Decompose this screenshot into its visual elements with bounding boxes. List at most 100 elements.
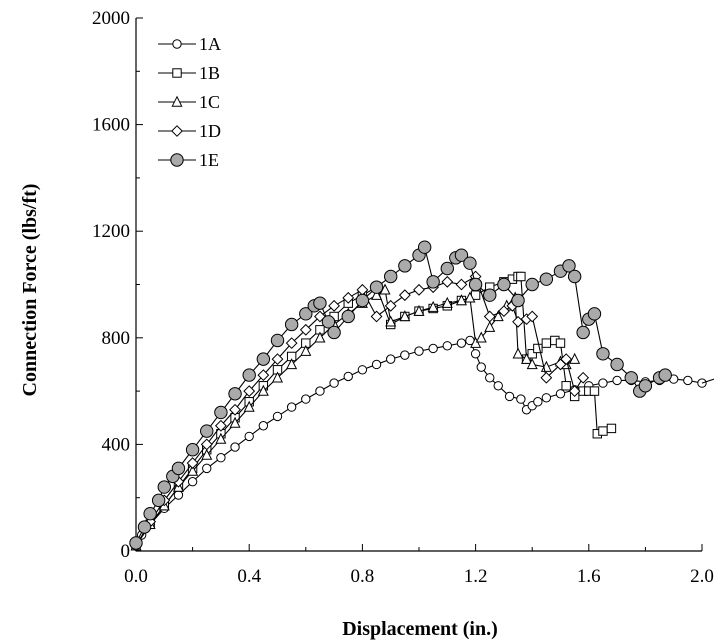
data-point [598,426,608,436]
x-tick-label: 1.6 [577,566,601,587]
data-point [455,294,467,306]
data-point [385,315,397,327]
x-tick-label: 2.0 [690,566,714,587]
data-point [271,353,284,366]
data-point [187,477,198,487]
legend-marker [170,153,184,167]
data-point [129,536,143,550]
legend-marker [172,39,182,49]
data-point [257,384,269,396]
data-point [624,371,638,385]
data-point [400,350,410,360]
data-point [596,347,610,361]
data-point [315,386,325,396]
data-point [512,347,524,359]
data-point [327,325,341,340]
data-point [533,397,543,407]
data-point [300,344,312,356]
data-point [341,309,355,324]
x-tick-label: 0.8 [351,566,375,587]
data-point [539,272,554,286]
data-point [202,463,212,474]
data-point [157,480,172,494]
data-point [658,368,672,382]
data-point [589,386,600,396]
data-point [258,421,269,431]
data-point [355,293,370,308]
data-point [171,461,186,476]
data-point [173,490,184,500]
data-point [464,291,476,303]
data-point [257,369,270,382]
data-point [200,438,213,451]
data-point [606,423,617,434]
data-point [527,349,537,359]
series-1C [130,283,581,551]
data-point [483,310,496,323]
data-point [399,310,411,322]
data-point [561,381,571,391]
data-point [151,493,166,508]
data-point [485,373,495,383]
data-point [299,323,312,336]
data-point [386,354,396,364]
series-1A-tail [701,378,715,384]
data-point [384,299,397,312]
x-tick-label: 1.2 [464,566,488,587]
data-point [286,402,297,412]
data-point [456,338,467,348]
data-point [493,381,503,391]
data-point [215,432,227,444]
data-point [428,343,438,354]
data-point [569,352,581,364]
data-point [468,277,483,292]
data-point [470,349,481,359]
data-point [492,310,504,322]
data-point [229,403,241,416]
data-point [463,256,477,270]
data-point [398,259,412,273]
data-point [371,288,383,300]
x-tick-label: 0.4 [237,566,261,587]
data-point [442,341,452,351]
data-point [484,320,496,332]
data-point [186,457,199,469]
data-point [216,453,226,463]
x-axis-ticks: 0.0 0.4 0.8 1.2 1.6 2.0 [124,544,714,587]
data-point [272,411,283,422]
data-point [384,269,398,284]
data-point [454,248,469,262]
data-point [560,353,573,366]
data-point [299,307,313,321]
data-point [683,375,693,386]
data-point [369,280,384,294]
y-tick-label: 0 [121,541,131,562]
data-point [398,289,411,302]
data-point [638,379,653,393]
x-tick-label: 0.0 [124,566,148,587]
data-point [413,283,425,296]
y-tick-label: 1600 [92,115,130,136]
data-point [512,315,524,328]
data-point [214,419,227,432]
series-line [135,288,575,546]
series-1E [129,240,672,550]
data-point [371,359,382,370]
data-point [587,307,602,321]
legend-item-1A: 1A [158,34,221,54]
data-point [321,315,336,329]
data-point [370,310,383,323]
data-point [328,299,341,312]
data-point [185,443,200,457]
data-point [243,385,256,398]
y-axis-title: Connection Force (lbs/ft) [19,184,41,397]
y-tick-label: 2000 [92,8,130,29]
data-point [541,338,552,348]
data-point [610,357,624,372]
data-point [612,375,622,386]
data-point [497,305,510,318]
data-point [455,278,468,291]
data-point [229,416,241,428]
data-point [200,424,214,438]
